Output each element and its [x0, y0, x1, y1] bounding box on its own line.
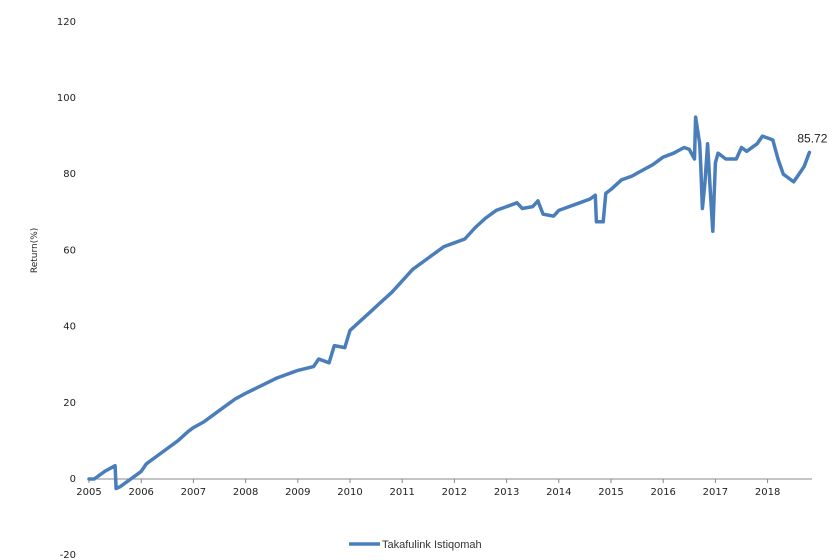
x-tick-label: 2010: [337, 487, 362, 498]
y-tick-label: 100: [57, 93, 76, 104]
y-axis-ticks: -20 0 20 40 60 80 100 120: [57, 17, 76, 560]
y-tick-label: 20: [63, 398, 76, 409]
y-axis-label: Return(%): [30, 228, 40, 273]
x-tick-label: 2005: [76, 487, 101, 498]
x-tick-label: 2008: [233, 487, 258, 498]
y-tick-label: -20: [60, 550, 76, 560]
y-tick-label: 40: [63, 322, 76, 333]
x-axis: [88, 478, 812, 483]
x-tick-label: 2017: [703, 487, 728, 498]
x-tick-label: 2014: [546, 487, 571, 498]
series-line: [87, 115, 812, 491]
x-tick-label: 2018: [755, 487, 780, 498]
x-tick-label: 2015: [598, 487, 623, 498]
y-tick-label: 120: [57, 17, 76, 28]
y-tick-label: 80: [63, 169, 76, 180]
legend: Takafulink Istiqomah: [349, 539, 482, 551]
legend-series-name: Takafulink Istiqomah: [382, 539, 482, 551]
y-tick-label: 0: [70, 474, 76, 485]
x-axis-ticks: 2005 2006 2007 2008 2009 2010 2011 2012 2013 2014…: [76, 487, 780, 498]
x-tick-label: 2006: [128, 487, 153, 498]
series-group: [87, 115, 812, 491]
end-value-label: 85.72: [797, 131, 827, 145]
y-tick-label: 60: [63, 245, 76, 256]
x-tick-label: 2012: [442, 487, 467, 498]
x-tick-label: 2009: [285, 487, 310, 498]
x-tick-label: 2016: [650, 487, 675, 498]
x-tick-label: 2011: [389, 487, 414, 498]
x-tick-label: 2007: [181, 487, 206, 498]
x-tick-label: 2013: [494, 487, 519, 498]
